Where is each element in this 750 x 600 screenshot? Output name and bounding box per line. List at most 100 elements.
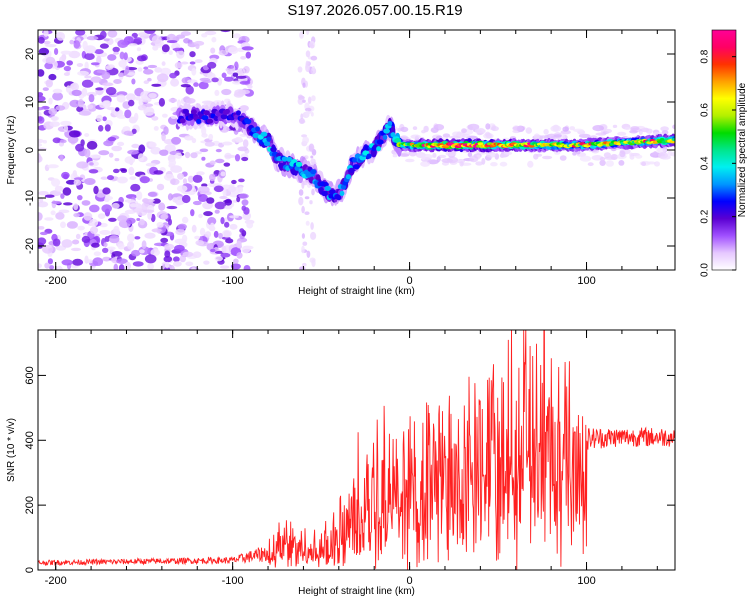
noise-blob: [87, 104, 94, 110]
noise-blob: [69, 39, 75, 45]
noise-blob: [102, 187, 111, 195]
noise-blob: [191, 68, 197, 76]
ridge-cell: [190, 109, 197, 115]
noise-blob: [449, 135, 461, 139]
noise-blob: [229, 223, 238, 230]
noise-blob: [108, 217, 117, 222]
noise-blob: [309, 200, 313, 205]
noise-blob: [63, 202, 73, 206]
noise-blob: [572, 152, 577, 156]
noise-blob: [214, 89, 220, 96]
noise-blob: [161, 132, 166, 142]
noise-blob: [311, 66, 316, 72]
noise-blob: [94, 49, 104, 55]
noise-blob: [150, 146, 161, 155]
noise-blob: [209, 173, 216, 182]
noise-blob: [113, 263, 119, 270]
noise-blob: [191, 267, 197, 270]
noise-blob: [72, 258, 84, 266]
ridge-cell: [201, 115, 209, 121]
noise-blob: [60, 193, 65, 199]
noise-blob: [236, 252, 243, 259]
noise-blob: [172, 47, 184, 52]
noise-blob: [573, 128, 584, 133]
colorbar-tick-label: 0.8: [700, 49, 711, 63]
noise-blob: [117, 39, 129, 48]
ridge-cell: [340, 184, 347, 190]
noise-blob: [152, 198, 161, 204]
noise-blob: [559, 155, 567, 161]
spectrogram-y-tick-label: -10: [24, 190, 36, 206]
noise-blob: [432, 152, 437, 158]
noise-blob: [486, 151, 496, 158]
noise-blob: [102, 82, 114, 87]
noise-blob: [181, 194, 191, 204]
noise-blob: [75, 143, 85, 152]
noise-blob: [302, 262, 307, 267]
noise-blob: [116, 176, 128, 184]
noise-blob: [48, 73, 57, 81]
noise-blob: [142, 198, 149, 204]
noise-blob: [310, 158, 316, 164]
noise-blob: [635, 154, 643, 159]
noise-blob: [446, 156, 459, 164]
noise-blob: [38, 153, 42, 163]
noise-blob: [93, 251, 102, 256]
noise-blob: [108, 152, 114, 158]
noise-blob: [629, 130, 638, 134]
noise-blob: [297, 66, 303, 73]
noise-blob: [485, 132, 492, 139]
noise-blob: [232, 199, 238, 203]
noise-blob: [174, 152, 183, 159]
noise-blob: [599, 156, 606, 161]
noise-blob: [241, 205, 247, 211]
noise-blob: [38, 69, 45, 77]
ridge-cell: [477, 142, 484, 146]
noise-blob: [247, 84, 253, 89]
noise-blob: [176, 185, 188, 192]
noise-blob: [38, 116, 45, 124]
noise-blob: [442, 133, 451, 138]
noise-blob: [173, 256, 180, 263]
noise-blob: [221, 88, 232, 96]
noise-blob: [89, 204, 100, 213]
noise-blob: [197, 194, 208, 202]
snr-x-tick-label: -200: [45, 575, 67, 587]
noise-blob: [99, 230, 111, 235]
noise-blob: [215, 158, 225, 164]
noise-blob: [232, 80, 242, 85]
noise-blob: [475, 161, 483, 166]
noise-blob: [499, 153, 508, 158]
noise-blob: [117, 215, 128, 223]
noise-blob: [527, 160, 534, 168]
noise-blob: [182, 216, 189, 224]
ridge-cell: [263, 141, 271, 147]
noise-blob: [113, 51, 119, 55]
noise-blob: [166, 205, 178, 210]
noise-blob: [301, 205, 305, 214]
spectrogram-y-tick-label: 10: [24, 96, 36, 108]
noise-blob: [224, 76, 234, 82]
noise-blob: [410, 134, 421, 139]
noise-blob: [305, 220, 310, 226]
noise-blob: [198, 213, 203, 219]
noise-blob: [127, 241, 135, 250]
noise-blob: [400, 126, 409, 133]
noise-blob: [137, 105, 147, 111]
noise-blob: [39, 231, 48, 236]
noise-blob: [311, 188, 315, 196]
noise-blob: [542, 155, 553, 160]
noise-blob: [184, 151, 191, 159]
noise-blob: [73, 40, 81, 49]
noise-blob: [83, 212, 93, 221]
noise-blob: [84, 61, 89, 70]
noise-blob: [127, 149, 139, 155]
noise-blob: [474, 128, 486, 134]
noise-blob: [164, 267, 171, 270]
noise-blob: [73, 213, 80, 218]
noise-blob: [232, 72, 239, 77]
noise-blob: [107, 30, 118, 38]
ridge-cell: [260, 131, 268, 137]
ridge-cell: [671, 137, 675, 142]
